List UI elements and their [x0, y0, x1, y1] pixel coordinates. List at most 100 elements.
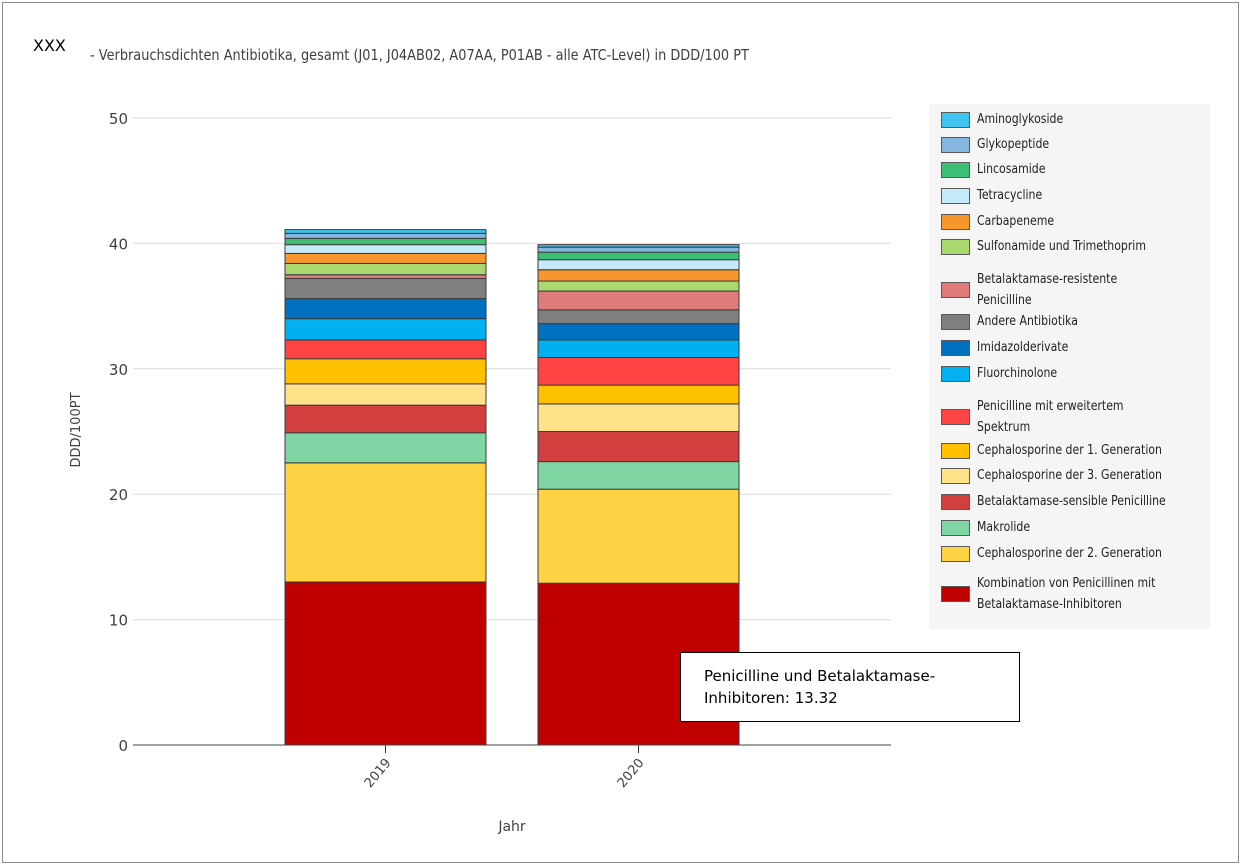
legend-label: Andere Antibiotika: [977, 314, 1078, 329]
chart-prefix: XXX: [33, 36, 66, 55]
legend-label: Cephalosporine der 1. Generation: [977, 443, 1162, 458]
y-axis-label: DDD/100PT: [69, 392, 84, 467]
bar-segment: [284, 244, 487, 254]
bar-segment: [284, 318, 487, 341]
legend-item[interactable]: Carbapeneme: [941, 211, 1069, 233]
y-tick-label: 40: [109, 235, 128, 253]
gridlines: [133, 117, 891, 621]
legend-swatch: [941, 366, 970, 382]
legend-swatch: [941, 546, 970, 562]
legend-swatch: [941, 137, 970, 153]
x-axis: 2019 2020: [133, 744, 891, 791]
legend-item[interactable]: Fluorchinolone: [941, 363, 1072, 385]
tooltip-text: Penicilline und Betalaktamase-Inhibitore…: [704, 667, 936, 707]
x-tick-label: 2019: [362, 756, 395, 791]
bar-segment: [537, 290, 740, 311]
bars: [284, 229, 740, 746]
legend-label: Kombination von Penicillinen mit Betalakt…: [977, 576, 1156, 612]
legend-swatch: [941, 586, 970, 602]
bar-segment: [284, 432, 487, 464]
x-tick-label: 2020: [615, 756, 648, 791]
legend-label: Penicilline mit erweitertem Spektrum: [977, 399, 1124, 435]
y-tick-label: 30: [109, 361, 128, 379]
bar-segment: [284, 298, 487, 320]
legend-swatch: [941, 443, 970, 459]
legend-item[interactable]: Kombination von Penicillinen mit Betalakt…: [941, 572, 1189, 616]
y-tick-label: 10: [109, 612, 128, 630]
bar-segment: [284, 581, 487, 746]
legend-label: Aminoglykoside: [977, 112, 1064, 127]
legend-item[interactable]: Tetracycline: [941, 185, 1055, 207]
bar-segment: [284, 262, 487, 276]
bar-segment: [284, 278, 487, 300]
bar-segment: [284, 462, 487, 583]
bar-segment: [537, 269, 740, 282]
y-tick-label: 20: [109, 486, 128, 504]
legend-swatch: [941, 239, 970, 255]
legend-swatch: [941, 468, 970, 484]
legend-item[interactable]: Imidazolderivate: [941, 337, 1086, 359]
legend-label: Glykopeptide: [977, 137, 1050, 152]
legend-label: Cephalosporine der 3. Generation: [977, 468, 1162, 483]
bar-segment: [284, 274, 487, 280]
bar-segment: [284, 383, 487, 406]
legend-swatch: [941, 340, 970, 356]
legend-label: Lincosamide: [977, 162, 1046, 177]
bar-segment: [537, 461, 740, 490]
legend: Aminoglykoside Glykopeptide Lincosamide Tet…: [929, 104, 1210, 629]
y-tick-label: 50: [109, 110, 128, 128]
legend-swatch: [941, 282, 970, 298]
legend-item[interactable]: Cephalosporine der 1. Generation: [941, 440, 1197, 462]
bar-segment: [537, 384, 740, 405]
bar-segment: [284, 232, 487, 239]
legend-item[interactable]: Aminoglykoside: [941, 109, 1080, 131]
x-axis-label: Jahr: [497, 819, 526, 835]
bar-segment: [284, 339, 487, 360]
legend-label: Carbapeneme: [977, 214, 1055, 229]
legend-swatch: [941, 409, 970, 425]
legend-item[interactable]: Andere Antibiotika: [941, 311, 1097, 333]
bar-segment: [537, 259, 740, 271]
bar-segment: [537, 246, 740, 253]
bar-segment: [284, 237, 487, 246]
legend-label: Makrolide: [977, 520, 1031, 535]
bar-segment: [537, 323, 740, 341]
tooltip: Penicilline und Betalaktamase-Inhibitore…: [680, 652, 1020, 722]
bar-segment: [284, 229, 487, 234]
legend-label: Betalaktamase-resistente Penicilline: [977, 272, 1118, 308]
legend-label: Sulfonamide und Trimethoprim: [977, 239, 1146, 254]
legend-item[interactable]: Glykopeptide: [941, 134, 1063, 156]
legend-item[interactable]: Lincosamide: [941, 159, 1058, 181]
bar-segment: [537, 280, 740, 292]
legend-swatch: [941, 162, 970, 178]
legend-swatch: [941, 188, 970, 204]
bar-segment: [537, 488, 740, 584]
bar-segment: [537, 339, 740, 359]
legend-item[interactable]: Betalaktamase-sensible Penicilline: [941, 491, 1202, 513]
legend-swatch: [941, 494, 970, 510]
legend-item[interactable]: Makrolide: [941, 517, 1040, 539]
bar-segment: [537, 309, 740, 325]
y-axis-ticks: 0 10 20 30 40 50: [109, 110, 128, 755]
legend-item[interactable]: Penicilline mit erweitertem Spektrum: [941, 395, 1151, 439]
legend-item[interactable]: Sulfonamide und Trimethoprim: [941, 236, 1178, 258]
legend-item[interactable]: Cephalosporine der 2. Generation: [941, 543, 1197, 565]
y-tick-label: 0: [118, 737, 128, 755]
bar-segment: [537, 357, 740, 386]
legend-item[interactable]: Cephalosporine der 3. Generation: [941, 465, 1197, 487]
legend-label: Cephalosporine der 2. Generation: [977, 546, 1162, 561]
legend-label: Tetracycline: [977, 188, 1043, 203]
legend-swatch: [941, 520, 970, 536]
bar-segment: [284, 358, 487, 385]
legend-item[interactable]: Betalaktamase-resistente Penicilline: [941, 268, 1144, 312]
bar-segment: [284, 404, 487, 434]
bar-segment: [537, 251, 740, 261]
bar-segment: [537, 431, 740, 463]
legend-swatch: [941, 314, 970, 330]
chart-title: - Verbrauchsdichten Antibiotika, gesamt …: [90, 46, 749, 64]
bar-segment: [284, 252, 487, 264]
legend-swatch: [941, 112, 970, 128]
legend-label: Fluorchinolone: [977, 366, 1058, 381]
bar-segment: [537, 244, 740, 248]
